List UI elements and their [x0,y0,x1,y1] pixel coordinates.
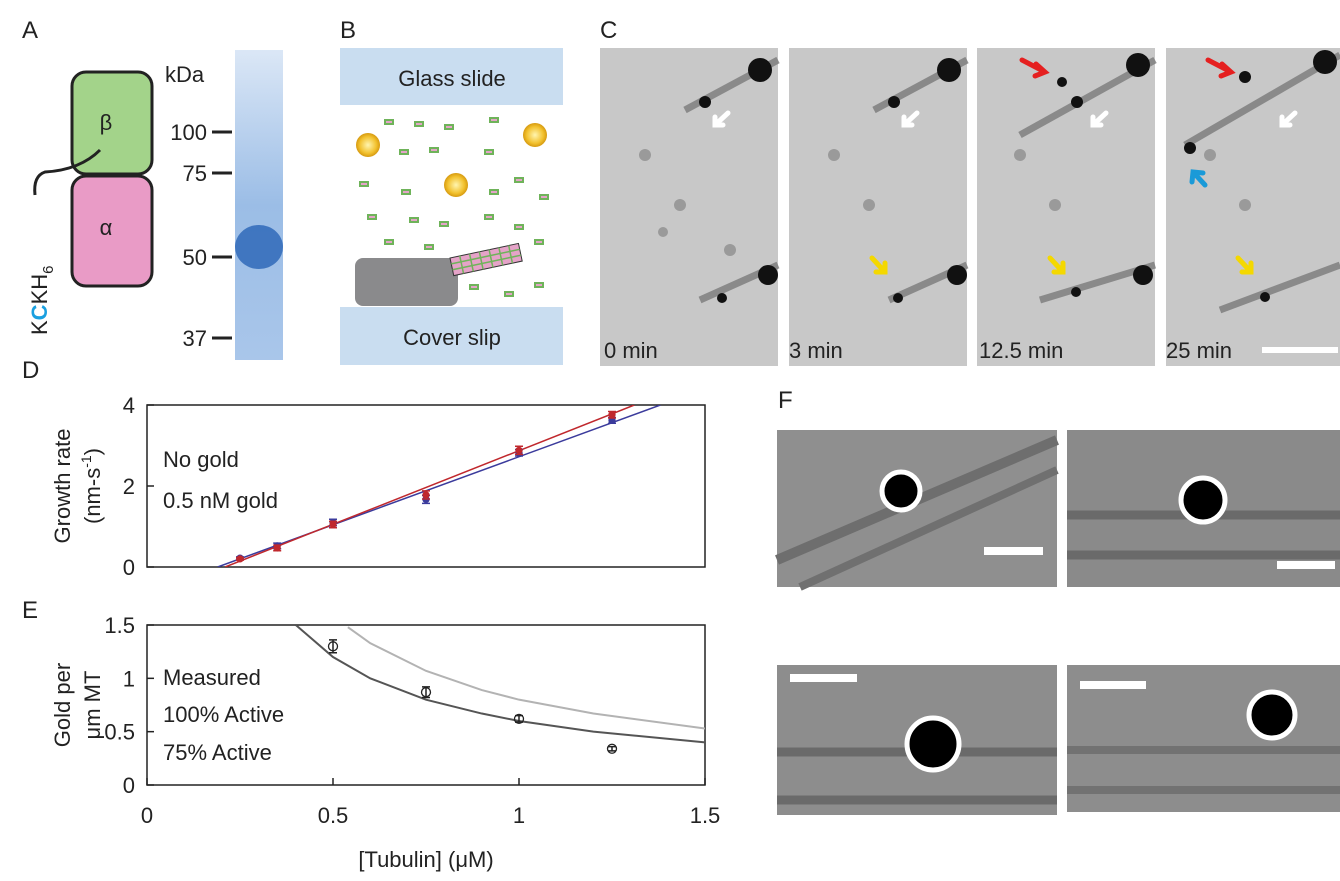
panel-label: B [340,17,356,44]
y-tick-label: 0 [123,555,135,580]
fit-line [225,405,634,567]
y-tick-label: 0.5 [104,720,135,745]
plot-area [296,625,705,742]
gold-particles [356,123,547,197]
data-point [609,412,615,418]
plot-frame [147,405,705,567]
x-tick-label: 0.5 [318,803,349,828]
legend-entry: 75% Active [163,740,272,765]
data-point [516,447,522,453]
beta-label: β [100,110,113,135]
gel-band [235,225,283,269]
data-point [237,556,243,562]
data-point [274,545,280,551]
y-axis-label: μm MT [80,671,105,740]
seed-block [355,258,458,306]
data-point [423,492,429,498]
time-lapse [600,48,1340,366]
y-axis-label-part: (nm-s [80,468,105,524]
marker-label: 100 [170,120,207,145]
time-label: 12.5 min [979,338,1063,363]
y-tick-label: 1 [123,666,135,691]
ladder [212,132,232,338]
y-tick-label: 0 [123,773,135,798]
panel-label: C [600,17,617,44]
time-label: 25 min [1166,338,1232,363]
glass-slide-label: Glass slide [398,66,506,91]
legend-entry: No gold [163,447,239,472]
data-point [330,521,336,527]
curve [348,627,705,728]
cover-slip-label: Cover slip [403,325,501,350]
time-label: 0 min [604,338,658,363]
y-axis-label-part: ) [80,448,105,455]
plot-area [218,405,661,567]
x-tick-label: 1.5 [690,803,721,828]
x-tick-label: 1 [513,803,525,828]
microtubule [450,243,522,275]
tag-label: KCKH6 [27,266,57,335]
x-tick-label: 0 [141,803,153,828]
panel-label: E [22,597,38,624]
marker-label: 37 [183,326,207,351]
figure: A B C D E F β α KCKH6 kDa 100 75 50 37 G… [0,0,1340,876]
x-axis-label: [Tubulin] (μM) [358,847,493,872]
marker-label: 75 [183,161,207,186]
legend-entry: 0.5 nM gold [163,488,278,513]
legend-entry: 100% Active [163,702,284,727]
y-axis-label-part: -1 [78,455,94,468]
panel-label: A [22,17,38,44]
y-tick-label: 1.5 [104,613,135,638]
curve [296,625,705,742]
panel-label: D [22,357,39,384]
kda-label: kDa [165,62,205,87]
legend-entry: Measured [163,665,261,690]
panel-label: F [778,387,793,414]
y-tick-label: 2 [123,474,135,499]
y-axis-label: (nm-s-1) [78,448,105,524]
y-axis-label: Growth rate [50,429,75,544]
time-label: 3 min [789,338,843,363]
marker-label: 50 [183,245,207,270]
y-tick-label: 4 [123,393,135,418]
error-bar [608,747,616,751]
em-images [777,430,1340,815]
fit-line [218,405,661,567]
y-axis-label: Gold per [50,663,75,747]
gel-lane [235,50,283,360]
alpha-label: α [100,215,113,240]
